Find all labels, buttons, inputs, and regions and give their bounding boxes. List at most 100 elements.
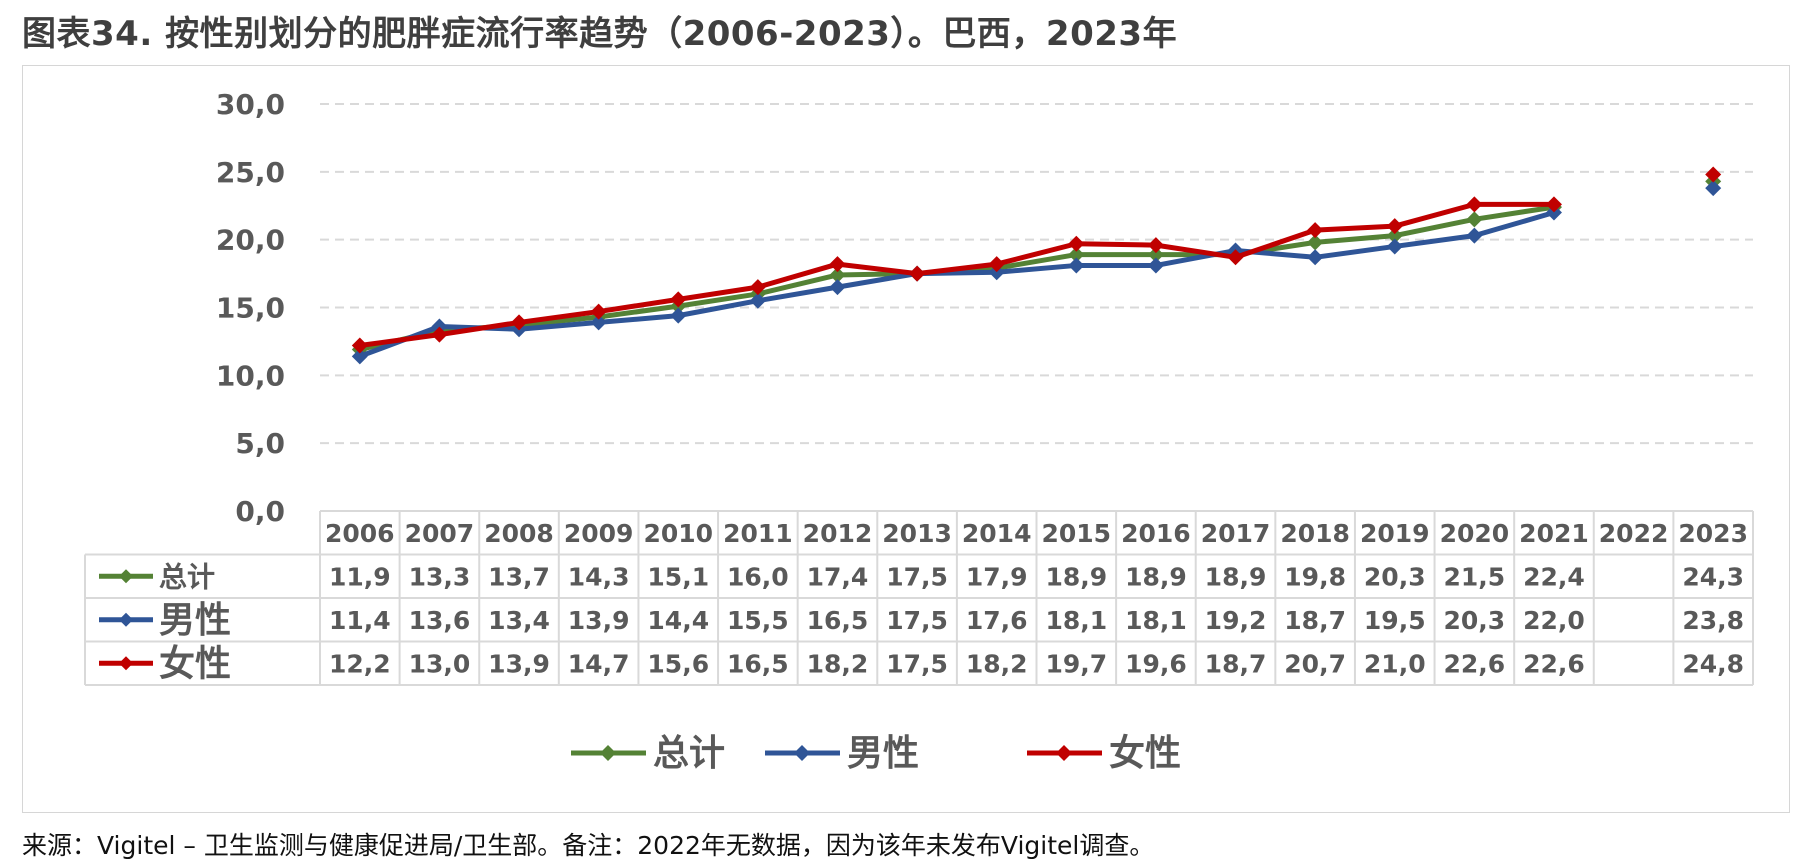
data-point	[1545, 196, 1562, 213]
data-point	[670, 307, 687, 324]
table-cell: 15,1	[647, 562, 709, 591]
data-point	[431, 318, 448, 335]
table-row-label: 总计	[159, 560, 215, 593]
data-point	[431, 326, 448, 343]
data-point	[1307, 234, 1324, 251]
table-cell: 13,3	[409, 562, 471, 591]
table-cell: 15,6	[647, 649, 709, 678]
data-point	[1227, 249, 1244, 266]
table-cell: 18,9	[1125, 562, 1187, 591]
chart-frame: 0,0 5,0 10,0 15,0 20,0 25,0 30,0 2006 2007 2008 20…	[22, 65, 1790, 813]
data-point	[829, 266, 846, 283]
legend-key-marker	[794, 745, 810, 761]
table-cell: 19,7	[1045, 649, 1107, 678]
data-point	[1307, 249, 1324, 266]
table-cell: 18,9	[1205, 562, 1267, 591]
table-legend-key-marker	[119, 656, 133, 671]
data-point	[1068, 257, 1085, 274]
table-cell: 20,7	[1284, 649, 1346, 678]
x-tick-label: 2008	[484, 519, 554, 548]
table-cell: 13,4	[488, 606, 550, 635]
table-cell: 18,1	[1045, 606, 1107, 635]
data-point	[749, 279, 766, 296]
table-cell: 18,2	[966, 649, 1028, 678]
data-point	[1068, 235, 1085, 252]
series-line	[358, 210, 1555, 359]
table-cell: 17,5	[886, 649, 948, 678]
x-tick-label: 2007	[405, 519, 475, 548]
data-point	[1466, 211, 1483, 228]
x-tick-label: 2016	[1121, 519, 1191, 548]
legend-label: 女性	[1109, 733, 1181, 774]
table-cell: 14,7	[568, 649, 630, 678]
table-cell: 24,3	[1682, 562, 1744, 591]
y-tick-label: 30,0	[216, 88, 285, 121]
table-cell: 13,9	[568, 606, 630, 635]
table-cell: 21,0	[1364, 649, 1426, 678]
data-point	[1545, 204, 1562, 221]
table-cell: 17,5	[886, 562, 948, 591]
table-cell: 19,5	[1364, 606, 1426, 635]
table-cell: 23,8	[1682, 606, 1744, 635]
table-cell: 16,5	[727, 649, 789, 678]
table-cell: 20,3	[1364, 562, 1426, 591]
data-point	[511, 314, 528, 331]
table-cell: 24,8	[1682, 649, 1744, 678]
table-cell: 19,6	[1125, 649, 1187, 678]
y-tick-label: 5,0	[235, 427, 285, 460]
data-point	[1068, 246, 1085, 263]
x-tick-label: 2017	[1201, 519, 1271, 548]
data-point	[1705, 180, 1722, 197]
table-cell: 14,4	[647, 606, 709, 635]
table-cell: 17,9	[966, 562, 1028, 591]
table-cell: 16,0	[727, 562, 789, 591]
table-cell: 18,1	[1125, 606, 1187, 635]
table-cell: 11,4	[329, 606, 391, 635]
data-point	[988, 264, 1005, 281]
chart-title: 图表34. 按性别划分的肥胖症流行率趋势（2006-2023）。巴西，2023年	[22, 14, 1178, 54]
table-cell: 21,5	[1444, 562, 1506, 591]
table-row-label: 男性	[159, 600, 231, 641]
data-point	[829, 279, 846, 296]
source-note: 来源：Vigitel – 卫生监测与健康促进局/卫生部。备注：2022年无数据，…	[22, 831, 1155, 860]
y-tick-label: 20,0	[216, 224, 285, 257]
data-point	[749, 292, 766, 309]
data-point	[829, 256, 846, 273]
table-cell: 17,4	[807, 562, 869, 591]
data-point	[1147, 237, 1164, 254]
data-point	[670, 291, 687, 308]
table-cell: 13,9	[488, 649, 550, 678]
table-cell: 22,0	[1523, 606, 1585, 635]
data-point	[1307, 222, 1324, 239]
data-point	[1466, 196, 1483, 213]
data-point	[1147, 257, 1164, 274]
table-cell: 20,3	[1444, 606, 1506, 635]
table-cell: 15,5	[727, 606, 789, 635]
legend-key-marker	[600, 745, 616, 761]
x-tick-label: 2012	[803, 519, 873, 548]
table-cell: 22,6	[1444, 649, 1506, 678]
x-tick-label: 2013	[882, 519, 952, 548]
table-cell: 17,6	[966, 606, 1028, 635]
x-tick-label: 2014	[962, 519, 1032, 548]
table-cell: 18,7	[1205, 649, 1267, 678]
table-cell: 13,7	[488, 562, 550, 591]
x-tick-label: 2009	[564, 519, 634, 548]
table-cell: 18,2	[807, 649, 869, 678]
legend-label: 总计	[653, 733, 725, 774]
data-point	[590, 303, 607, 320]
table-cell: 12,2	[329, 649, 391, 678]
table-cell: 19,2	[1205, 606, 1267, 635]
data-point	[1705, 166, 1722, 183]
table-cell: 22,4	[1523, 562, 1585, 591]
table-cell: 11,9	[329, 562, 391, 591]
table-cell: 22,6	[1523, 649, 1585, 678]
legend-label: 男性	[847, 733, 919, 774]
x-tick-label: 2019	[1360, 519, 1430, 548]
table-cell: 19,8	[1284, 562, 1346, 591]
x-tick-label: 2015	[1042, 519, 1112, 548]
series-line	[359, 201, 1554, 348]
data-point	[590, 314, 607, 331]
x-tick-label: 2020	[1440, 519, 1510, 548]
data-point	[1386, 218, 1403, 235]
